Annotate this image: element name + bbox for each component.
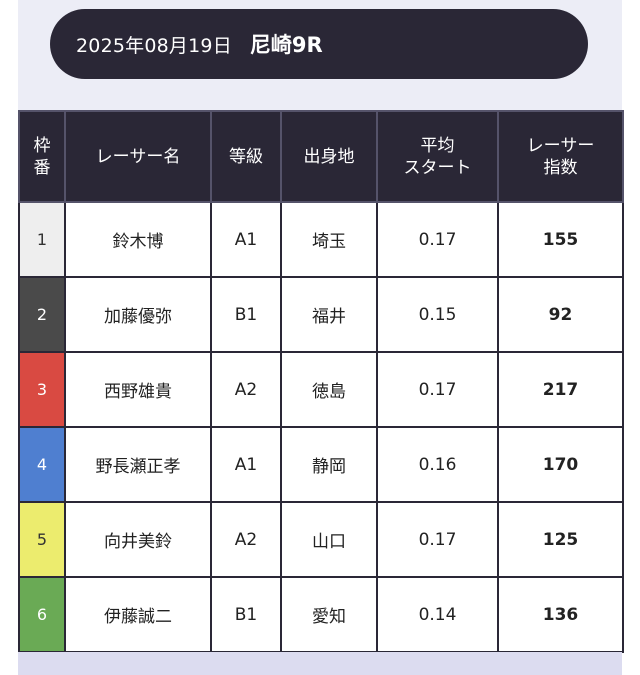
racer-name: 西野雄貴 (64, 351, 212, 428)
table-row: 2 加藤優弥 B1 福井 0.15 92 (18, 276, 624, 353)
racer-name: 向井美鈴 (64, 501, 212, 578)
frame-number: 1 (18, 201, 66, 278)
racer-index: 170 (497, 426, 624, 503)
racer-grade: A2 (210, 351, 282, 428)
header-racer-name: レーサー名 (64, 110, 212, 203)
race-header: 2025年08月19日 尼崎9R (50, 9, 588, 79)
race-date: 2025年08月19日 (76, 34, 232, 57)
racer-avg-start: 0.15 (376, 276, 499, 353)
table-header-row: 枠 番 レーサー名 等級 出身地 平均 スタート レーサー 指数 (18, 110, 624, 203)
racer-grade: B1 (210, 576, 282, 653)
racer-avg-start: 0.14 (376, 576, 499, 653)
racer-grade: A2 (210, 501, 282, 578)
header-frame: 枠 番 (18, 110, 66, 203)
frame-number: 2 (18, 276, 66, 353)
racer-grade: A1 (210, 426, 282, 503)
table-row: 6 伊藤誠二 B1 愛知 0.14 136 (18, 576, 624, 653)
racer-grade: B1 (210, 276, 282, 353)
racer-avg-start: 0.17 (376, 201, 499, 278)
racer-table-container: 枠 番 レーサー名 等級 出身地 平均 スタート レーサー 指数 1 鈴木博 (18, 110, 624, 653)
race-name: 尼崎9R (249, 33, 323, 57)
table-row: 5 向井美鈴 A2 山口 0.17 125 (18, 501, 624, 578)
racer-table: 枠 番 レーサー名 等級 出身地 平均 スタート レーサー 指数 1 鈴木博 (18, 110, 624, 653)
racer-name: 加藤優弥 (64, 276, 212, 353)
table-row: 4 野長瀬正孝 A1 静岡 0.16 170 (18, 426, 624, 503)
header-racer-index: レーサー 指数 (497, 110, 624, 203)
racer-index: 136 (497, 576, 624, 653)
racer-hometown: 愛知 (280, 576, 378, 653)
racer-name: 伊藤誠二 (64, 576, 212, 653)
frame-number: 3 (18, 351, 66, 428)
racer-hometown: 静岡 (280, 426, 378, 503)
racer-grade: A1 (210, 201, 282, 278)
racer-index: 155 (497, 201, 624, 278)
frame-number: 6 (18, 576, 66, 653)
racer-hometown: 山口 (280, 501, 378, 578)
racer-avg-start: 0.17 (376, 501, 499, 578)
bottom-strip (18, 652, 622, 675)
racer-avg-start: 0.16 (376, 426, 499, 503)
header-avg-start: 平均 スタート (376, 110, 499, 203)
racer-hometown: 福井 (280, 276, 378, 353)
table-row: 1 鈴木博 A1 埼玉 0.17 155 (18, 201, 624, 278)
racer-name: 野長瀬正孝 (64, 426, 212, 503)
racer-hometown: 埼玉 (280, 201, 378, 278)
racer-hometown: 徳島 (280, 351, 378, 428)
racer-index: 125 (497, 501, 624, 578)
header-grade: 等級 (210, 110, 282, 203)
frame-number: 5 (18, 501, 66, 578)
racer-name: 鈴木博 (64, 201, 212, 278)
racer-index: 217 (497, 351, 624, 428)
racer-avg-start: 0.17 (376, 351, 499, 428)
table-row: 3 西野雄貴 A2 徳島 0.17 217 (18, 351, 624, 428)
header-hometown: 出身地 (280, 110, 378, 203)
racer-index: 92 (497, 276, 624, 353)
frame-number: 4 (18, 426, 66, 503)
